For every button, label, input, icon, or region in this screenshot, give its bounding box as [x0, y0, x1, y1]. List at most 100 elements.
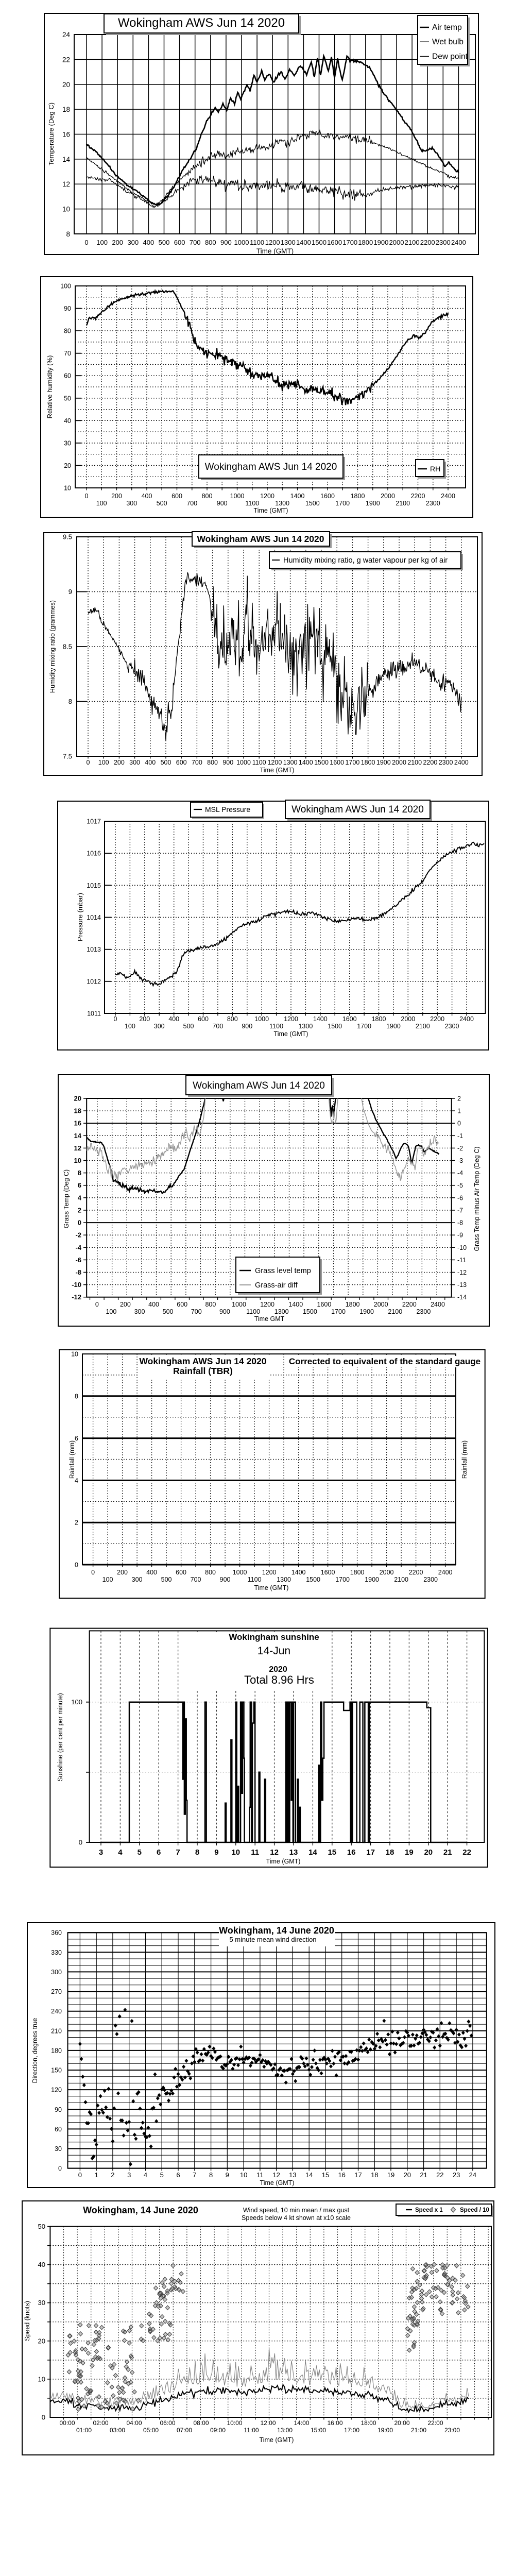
- svg-text:1600: 1600: [327, 239, 342, 246]
- svg-text:-10: -10: [72, 1281, 81, 1289]
- svg-text:700: 700: [192, 759, 202, 766]
- svg-text:Wokingham AWS Jun 14 2020: Wokingham AWS Jun 14 2020: [118, 16, 285, 30]
- svg-text:09:00: 09:00: [210, 2427, 226, 2434]
- svg-text:10: 10: [62, 206, 70, 213]
- svg-text:04:00: 04:00: [126, 2419, 142, 2427]
- svg-text:600: 600: [177, 1301, 187, 1308]
- svg-text:-9: -9: [457, 1232, 463, 1239]
- svg-text:Temperature (Deg C): Temperature (Deg C): [47, 103, 55, 165]
- svg-text:22: 22: [436, 2171, 443, 2179]
- svg-text:1800: 1800: [358, 239, 373, 246]
- svg-text:360: 360: [51, 1929, 62, 1937]
- svg-text:2400: 2400: [454, 759, 469, 766]
- svg-text:10: 10: [71, 1351, 78, 1358]
- svg-text:8: 8: [66, 230, 70, 238]
- svg-text:15:00: 15:00: [311, 2427, 326, 2434]
- svg-text:20: 20: [74, 1095, 81, 1103]
- svg-text:13: 13: [289, 1848, 298, 1857]
- svg-text:1800: 1800: [351, 493, 365, 500]
- svg-text:17:00: 17:00: [344, 2427, 359, 2434]
- svg-text:Grass level temp: Grass level temp: [255, 1267, 311, 1275]
- svg-text:2200: 2200: [409, 1569, 423, 1576]
- svg-text:-6: -6: [75, 1256, 81, 1264]
- svg-text:14: 14: [308, 1848, 317, 1857]
- svg-text:20:00: 20:00: [394, 2419, 409, 2427]
- svg-text:90: 90: [55, 2106, 62, 2113]
- svg-text:11: 11: [251, 1848, 259, 1857]
- svg-text:Wokingham, 14 June 2020: Wokingham, 14 June 2020: [219, 1925, 334, 1936]
- svg-text:Relative humidity (%): Relative humidity (%): [46, 355, 54, 419]
- svg-text:1900: 1900: [376, 759, 391, 766]
- svg-text:22: 22: [462, 1848, 471, 1857]
- svg-text:180: 180: [51, 2047, 62, 2054]
- svg-text:330: 330: [51, 1949, 62, 1956]
- svg-text:40: 40: [64, 417, 71, 425]
- svg-text:-6: -6: [457, 1194, 463, 1201]
- svg-text:100: 100: [98, 759, 109, 766]
- svg-text:1400: 1400: [296, 239, 311, 246]
- svg-text:1000: 1000: [230, 493, 245, 500]
- svg-text:2100: 2100: [388, 1308, 402, 1315]
- svg-text:11: 11: [256, 2171, 264, 2179]
- svg-text:Wokingham AWS Jun 14 2020: Wokingham AWS Jun 14 2020: [291, 804, 424, 815]
- svg-text:20: 20: [38, 2337, 45, 2345]
- svg-text:270: 270: [51, 1988, 62, 1995]
- svg-text:600: 600: [176, 759, 187, 766]
- svg-text:1300: 1300: [281, 239, 296, 246]
- svg-text:60: 60: [64, 372, 71, 380]
- svg-text:300: 300: [129, 759, 140, 766]
- svg-text:19:00: 19:00: [377, 2427, 393, 2434]
- svg-text:1200: 1200: [260, 493, 274, 500]
- svg-text:16: 16: [338, 2171, 345, 2179]
- svg-text:19: 19: [405, 1848, 414, 1857]
- svg-text:15: 15: [322, 2171, 329, 2179]
- svg-text:600: 600: [176, 1569, 186, 1576]
- svg-text:600: 600: [174, 239, 185, 246]
- svg-text:2200: 2200: [423, 759, 437, 766]
- svg-text:0: 0: [91, 1569, 95, 1576]
- svg-text:RH: RH: [430, 465, 440, 473]
- svg-text:20: 20: [404, 2171, 411, 2179]
- svg-text:400: 400: [146, 1569, 157, 1576]
- svg-text:6: 6: [176, 2171, 180, 2179]
- svg-text:Time (GMT): Time (GMT): [256, 247, 294, 255]
- svg-text:1200: 1200: [260, 1301, 274, 1308]
- svg-text:1700: 1700: [331, 1308, 346, 1315]
- svg-text:4: 4: [118, 1848, 123, 1857]
- svg-text:1600: 1600: [321, 1569, 335, 1576]
- svg-text:800: 800: [202, 493, 213, 500]
- svg-text:1014: 1014: [87, 914, 101, 921]
- svg-text:9.5: 9.5: [63, 533, 72, 541]
- svg-text:1300: 1300: [274, 1308, 289, 1315]
- svg-text:2000: 2000: [381, 493, 395, 500]
- svg-text:30: 30: [55, 2145, 62, 2153]
- svg-text:7: 7: [176, 1848, 180, 1857]
- svg-text:1500: 1500: [305, 500, 320, 507]
- svg-text:0: 0: [78, 1219, 81, 1227]
- svg-text:1: 1: [457, 1108, 461, 1115]
- svg-text:Humidity mixing ratio, g water: Humidity mixing ratio, g water vapour pe…: [283, 556, 448, 565]
- svg-text:13: 13: [289, 2171, 296, 2179]
- svg-text:4: 4: [78, 1194, 82, 1201]
- svg-text:300: 300: [134, 1308, 145, 1315]
- svg-text:1017: 1017: [87, 818, 101, 825]
- svg-text:5: 5: [160, 2171, 164, 2179]
- svg-text:20: 20: [64, 462, 71, 469]
- svg-text:2100: 2100: [416, 1023, 430, 1030]
- svg-text:1800: 1800: [346, 1301, 360, 1308]
- svg-text:12:00: 12:00: [260, 2419, 276, 2427]
- svg-text:100: 100: [102, 1576, 113, 1583]
- svg-text:17: 17: [366, 1848, 375, 1857]
- svg-text:2100: 2100: [394, 1576, 408, 1583]
- svg-text:1015: 1015: [87, 882, 101, 889]
- svg-text:8: 8: [209, 2171, 213, 2179]
- svg-text:03:00: 03:00: [110, 2427, 125, 2434]
- svg-text:900: 900: [222, 759, 233, 766]
- svg-text:4: 4: [75, 1477, 78, 1484]
- svg-text:2000: 2000: [401, 1015, 415, 1023]
- svg-text:Wokingham AWS Jun 14 2020: Wokingham AWS Jun 14 2020: [193, 1080, 325, 1091]
- svg-text:18: 18: [371, 2171, 378, 2179]
- svg-text:200: 200: [117, 1569, 128, 1576]
- svg-text:5: 5: [138, 1848, 142, 1857]
- svg-text:1016: 1016: [87, 850, 101, 857]
